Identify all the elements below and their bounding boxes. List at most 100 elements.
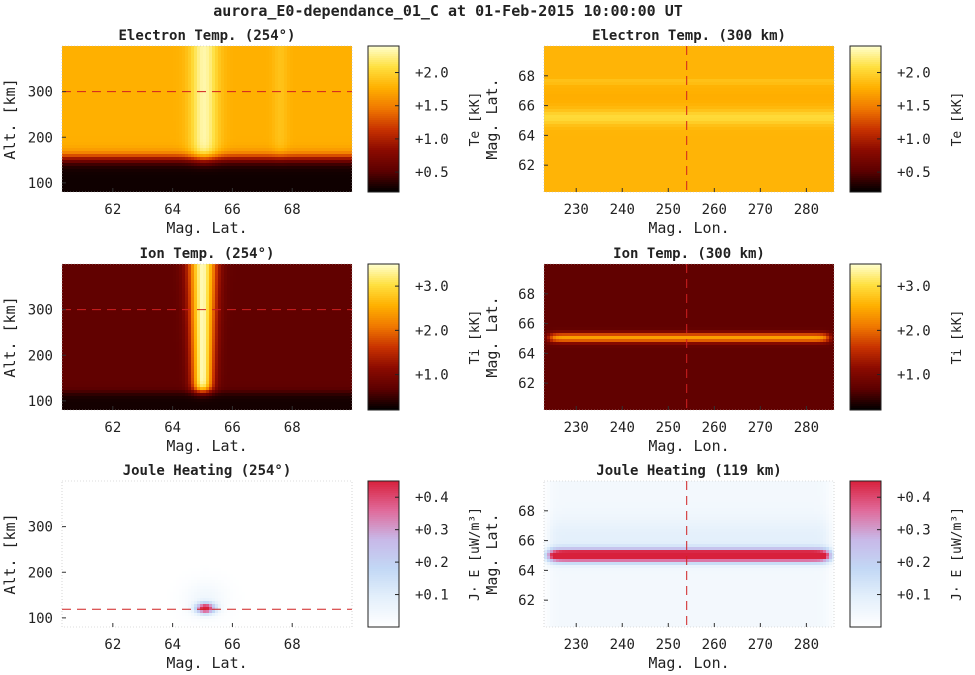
heatmap-cell xyxy=(706,46,710,50)
heatmap-cell xyxy=(104,178,108,182)
heatmap-cell xyxy=(170,61,174,65)
heatmap-cell xyxy=(74,145,78,149)
heatmap-cell xyxy=(83,130,87,134)
heatmap-cell xyxy=(257,163,261,167)
heatmap-cell xyxy=(185,136,189,140)
heatmap-cell xyxy=(323,118,327,122)
heatmap-cell xyxy=(197,79,201,83)
heatmap-cell xyxy=(233,139,237,143)
heatmap-cell xyxy=(215,157,219,161)
heatmap-cell xyxy=(260,169,264,173)
heatmap-cell xyxy=(131,85,135,89)
heatmap-cell xyxy=(260,88,264,92)
heatmap-cell xyxy=(329,166,333,170)
heatmap-cell xyxy=(203,58,207,62)
heatmap-cell xyxy=(257,88,261,92)
heatmap-cell xyxy=(152,121,156,125)
heatmap-cell xyxy=(305,94,309,98)
heatmap-cell xyxy=(194,52,198,56)
heatmap-cell xyxy=(206,127,210,131)
heatmap-cell xyxy=(254,112,258,116)
heatmap-cell xyxy=(260,124,264,128)
heatmap-cell xyxy=(266,157,270,161)
heatmap-cell xyxy=(65,73,69,77)
heatmap-cell xyxy=(347,187,351,191)
heatmap-cell xyxy=(266,169,270,173)
heatmap-cell xyxy=(266,88,270,92)
heatmap-cell xyxy=(727,46,731,50)
heatmap-cell xyxy=(589,49,593,53)
heatmap-cell xyxy=(203,181,207,185)
heatmap-cell xyxy=(344,145,348,149)
heatmap-cell xyxy=(284,124,288,128)
heatmap-cell xyxy=(215,76,219,80)
heatmap-cell xyxy=(179,184,183,188)
heatmap-cell xyxy=(137,67,141,71)
heatmap-cell xyxy=(314,181,318,185)
heatmap-cell xyxy=(80,175,84,179)
heatmap-cell xyxy=(236,163,240,167)
heatmap-cell xyxy=(119,157,123,161)
panel-te_lon: Electron Temp. (300 km)230 240 250 260 270 28… xyxy=(483,28,965,237)
heatmap-cell xyxy=(95,157,99,161)
heatmap-cell xyxy=(116,109,120,113)
heatmap-cell xyxy=(227,94,231,98)
heatmap-cell xyxy=(188,109,192,113)
heatmap-cell xyxy=(170,52,174,56)
heatmap-cell xyxy=(185,61,189,65)
heatmap-cell xyxy=(209,64,213,68)
heatmap-cell xyxy=(344,181,348,185)
heatmap-cell xyxy=(89,133,93,137)
heatmap-cell xyxy=(302,58,306,62)
heatmap-cell xyxy=(305,166,309,170)
heatmap-cell xyxy=(74,100,78,104)
heatmap-cell xyxy=(122,67,126,71)
heatmap-cell xyxy=(299,46,303,50)
heatmap-cell xyxy=(68,157,72,161)
heatmap-cell xyxy=(116,100,120,104)
heatmap-cell xyxy=(131,121,135,125)
heatmap-cell xyxy=(266,73,270,77)
heatmap-cell xyxy=(188,115,192,119)
heatmap-cell xyxy=(317,49,321,53)
heatmap-cell xyxy=(170,106,174,110)
heatmap-cell xyxy=(269,157,273,161)
heatmap-cell xyxy=(191,49,195,53)
heatmap-cell xyxy=(71,157,75,161)
heatmap-cell xyxy=(275,55,279,59)
heatmap-cell xyxy=(218,124,222,128)
heatmap-cell xyxy=(86,106,90,110)
heatmap-cell xyxy=(221,175,225,179)
heatmap-cell xyxy=(248,76,252,80)
heatmap-cell xyxy=(254,64,258,68)
heatmap-cell xyxy=(269,46,273,50)
heatmap-cell xyxy=(329,94,333,98)
heatmap-cell xyxy=(242,124,246,128)
heatmap-cell xyxy=(179,64,183,68)
heatmap-cell xyxy=(176,58,180,62)
heatmap-cell xyxy=(245,58,249,62)
heatmap-cell xyxy=(113,100,117,104)
heatmap-cell xyxy=(80,73,84,77)
heatmap-cell xyxy=(164,139,168,143)
heatmap-cell xyxy=(323,145,327,149)
heatmap-cell xyxy=(65,82,69,86)
heatmap-cell xyxy=(146,133,150,137)
heatmap-cell xyxy=(137,58,141,62)
heatmap-cell xyxy=(92,100,96,104)
heatmap-cell xyxy=(553,46,557,50)
heatmap-cell xyxy=(128,154,132,158)
heatmap-cell xyxy=(92,142,96,146)
heatmap-cell xyxy=(227,49,231,53)
heatmap-cell xyxy=(311,49,315,53)
heatmap-cell xyxy=(227,118,231,122)
heatmap-cell xyxy=(149,142,153,146)
heatmap-cell xyxy=(164,184,168,188)
heatmap-cell xyxy=(347,166,351,170)
heatmap-cell xyxy=(269,55,273,59)
heatmap-cell xyxy=(137,178,141,182)
heatmap-cell xyxy=(308,118,312,122)
heatmap-cell xyxy=(281,100,285,104)
heatmap-cell xyxy=(83,142,87,146)
heatmap-cell xyxy=(104,82,108,86)
